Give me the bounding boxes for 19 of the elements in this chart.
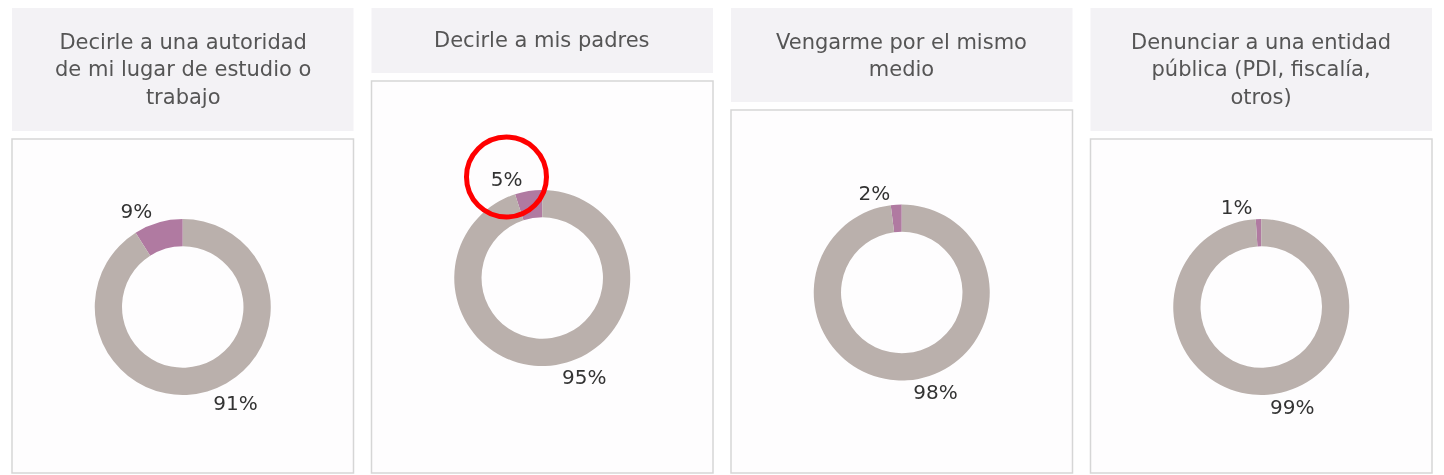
chart-title: Decirle a mis padres bbox=[434, 28, 650, 52]
data-label: 91% bbox=[213, 390, 258, 415]
donut-slice bbox=[890, 204, 902, 233]
donut-slice bbox=[1255, 219, 1262, 247]
chart-title: Vengarme por el mismo medio bbox=[776, 30, 1027, 82]
donut-slice bbox=[813, 204, 990, 381]
data-label: 1% bbox=[1220, 195, 1253, 220]
data-label: 9% bbox=[120, 199, 153, 224]
chart-title: Decirle a una autoridad de mi lugar de estudio o trabajo bbox=[55, 30, 312, 109]
donut-slice bbox=[454, 190, 631, 366]
donut-slice bbox=[1173, 219, 1350, 395]
chart-title: Denunciar a una entidad pública (PDI, fiscalía, otros) bbox=[1131, 30, 1392, 109]
data-label: 95% bbox=[562, 364, 607, 389]
data-label: 5% bbox=[490, 167, 523, 192]
donut-slice bbox=[135, 219, 183, 256]
data-label: 98% bbox=[913, 380, 958, 405]
donut-slice bbox=[94, 219, 271, 395]
data-label: 99% bbox=[1270, 394, 1315, 419]
data-label: 2% bbox=[858, 180, 891, 205]
